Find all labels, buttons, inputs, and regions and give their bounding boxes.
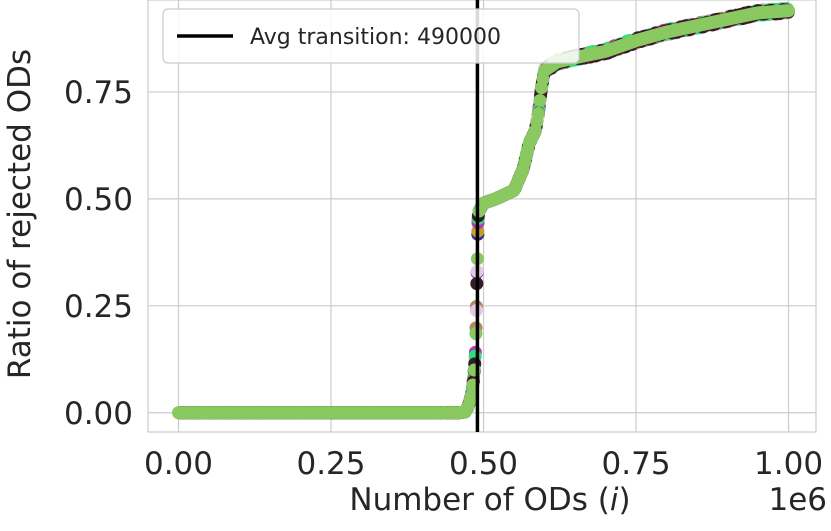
x-tick-label: 0.00 xyxy=(144,446,213,482)
y-axis-label: Ratio of rejected ODs xyxy=(2,49,38,379)
grid xyxy=(148,0,816,432)
scatter-point xyxy=(531,106,545,120)
y-tick-label: 0.00 xyxy=(64,396,133,432)
x-tick-label: 0.50 xyxy=(449,446,518,482)
tick-labels: 0.00 0.25 0.50 0.75 1.00 0.00 0.25 0.50 0.75 xyxy=(64,75,823,482)
y-tick-label: 0.75 xyxy=(64,75,133,111)
x-tick-label: 1.00 xyxy=(754,446,823,482)
x-axis-multiplier: 1e6 xyxy=(768,482,827,518)
legend-label: Avg transition: 490000 xyxy=(250,25,501,50)
legend: Avg transition: 490000 xyxy=(162,8,580,64)
x-tick-label: 0.25 xyxy=(296,446,365,482)
legend-box xyxy=(162,8,580,64)
y-tick-label: 0.50 xyxy=(64,182,133,218)
scatter-point xyxy=(782,4,796,18)
scatter-series xyxy=(172,4,796,420)
scatter-points xyxy=(172,2,796,420)
scatter-point xyxy=(464,389,478,403)
y-tick-label: 0.25 xyxy=(64,289,133,325)
x-axis-label: Number of ODs (i) xyxy=(349,482,630,518)
x-tick-label: 0.75 xyxy=(602,446,671,482)
scatter-point xyxy=(533,94,547,108)
